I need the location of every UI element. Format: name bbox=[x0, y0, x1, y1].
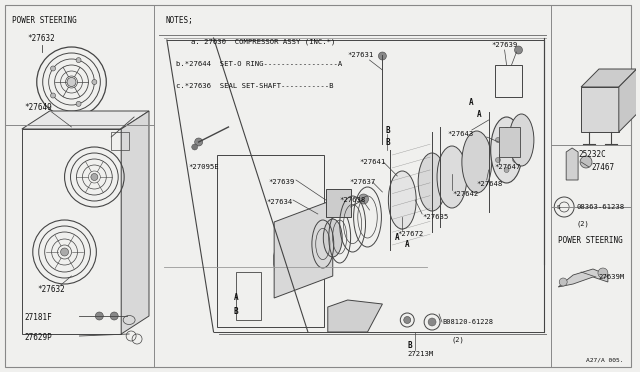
Bar bbox=[22, 129, 121, 334]
Polygon shape bbox=[22, 111, 149, 129]
Text: POWER STEERING: POWER STEERING bbox=[558, 235, 623, 244]
Ellipse shape bbox=[274, 241, 292, 279]
Text: 27639M: 27639M bbox=[598, 274, 624, 280]
Bar bbox=[495, 65, 522, 97]
Ellipse shape bbox=[491, 117, 522, 183]
Text: (2): (2) bbox=[452, 337, 465, 343]
Text: (2): (2) bbox=[576, 221, 589, 227]
Text: A: A bbox=[396, 232, 400, 241]
Text: B08120-61228: B08120-61228 bbox=[442, 319, 493, 325]
Text: c.*27636  SEAL SET-SHAFT-----------B: c.*27636 SEAL SET-SHAFT-----------B bbox=[176, 83, 333, 89]
Circle shape bbox=[358, 194, 369, 204]
Ellipse shape bbox=[418, 153, 446, 211]
Bar bbox=[581, 87, 619, 132]
Circle shape bbox=[513, 138, 518, 142]
Circle shape bbox=[504, 128, 509, 132]
Text: *27643: *27643 bbox=[447, 131, 473, 137]
Circle shape bbox=[95, 312, 103, 320]
Ellipse shape bbox=[388, 171, 416, 229]
Text: *27095E: *27095E bbox=[189, 164, 220, 170]
Circle shape bbox=[559, 278, 567, 286]
Ellipse shape bbox=[509, 114, 534, 166]
Circle shape bbox=[91, 173, 98, 180]
Text: *27632: *27632 bbox=[28, 33, 56, 42]
Text: *27635: *27635 bbox=[422, 214, 449, 220]
Circle shape bbox=[428, 318, 436, 326]
Ellipse shape bbox=[323, 219, 342, 257]
Text: A: A bbox=[234, 292, 238, 301]
Text: A: A bbox=[405, 240, 410, 248]
Text: B: B bbox=[385, 125, 390, 135]
Text: A: A bbox=[469, 97, 474, 106]
Bar bbox=[216, 155, 324, 327]
Circle shape bbox=[51, 66, 56, 71]
Text: NOTES;: NOTES; bbox=[166, 16, 194, 25]
Text: *27637: *27637 bbox=[349, 179, 376, 185]
Polygon shape bbox=[121, 111, 149, 334]
Bar bbox=[326, 189, 351, 217]
Text: *27634: *27634 bbox=[266, 199, 292, 205]
Circle shape bbox=[495, 157, 500, 163]
Text: A: A bbox=[477, 109, 481, 119]
Circle shape bbox=[495, 138, 500, 142]
Text: B: B bbox=[407, 340, 412, 350]
Circle shape bbox=[378, 52, 387, 60]
Text: 27467: 27467 bbox=[591, 163, 614, 171]
Circle shape bbox=[192, 144, 198, 150]
Text: *27649: *27649 bbox=[25, 103, 52, 112]
Polygon shape bbox=[328, 300, 383, 332]
Text: 25232C: 25232C bbox=[578, 150, 606, 158]
Polygon shape bbox=[581, 69, 637, 87]
Text: B: B bbox=[385, 138, 390, 147]
Circle shape bbox=[61, 248, 68, 256]
Text: *27639: *27639 bbox=[268, 179, 294, 185]
Text: *27672: *27672 bbox=[397, 231, 424, 237]
Polygon shape bbox=[566, 148, 578, 180]
Text: A27/A 005.: A27/A 005. bbox=[586, 357, 624, 362]
Text: *27642: *27642 bbox=[452, 191, 478, 197]
Text: 08363-61238: 08363-61238 bbox=[576, 204, 624, 210]
Circle shape bbox=[404, 317, 411, 324]
Circle shape bbox=[92, 80, 97, 84]
Ellipse shape bbox=[437, 146, 467, 208]
Text: *27648: *27648 bbox=[477, 181, 503, 187]
Circle shape bbox=[76, 58, 81, 62]
Polygon shape bbox=[274, 200, 333, 298]
Polygon shape bbox=[619, 69, 637, 132]
Text: *27632: *27632 bbox=[38, 285, 65, 295]
Text: S: S bbox=[556, 205, 560, 209]
Text: *27639: *27639 bbox=[492, 42, 518, 48]
Text: 27181F: 27181F bbox=[25, 312, 52, 321]
Circle shape bbox=[67, 77, 76, 87]
Circle shape bbox=[513, 157, 518, 163]
Text: *27631: *27631 bbox=[348, 52, 374, 58]
Circle shape bbox=[504, 167, 509, 173]
Circle shape bbox=[598, 268, 608, 278]
Text: *27638: *27638 bbox=[340, 197, 366, 203]
Ellipse shape bbox=[462, 131, 492, 193]
Text: B: B bbox=[234, 308, 238, 317]
Circle shape bbox=[110, 312, 118, 320]
Text: 27213M: 27213M bbox=[407, 351, 433, 357]
Text: b.*27644  SET-O RING-----------------A: b.*27644 SET-O RING-----------------A bbox=[176, 61, 342, 67]
Circle shape bbox=[580, 156, 592, 168]
Circle shape bbox=[195, 138, 203, 146]
Circle shape bbox=[515, 46, 522, 54]
Circle shape bbox=[51, 93, 56, 98]
Bar bbox=[236, 272, 261, 320]
Bar bbox=[499, 127, 520, 157]
Circle shape bbox=[76, 102, 81, 106]
Text: POWER STEERING: POWER STEERING bbox=[12, 16, 77, 25]
Text: *27641: *27641 bbox=[360, 159, 386, 165]
Text: 27629P: 27629P bbox=[25, 333, 52, 341]
Text: *27647: *27647 bbox=[495, 164, 521, 170]
Polygon shape bbox=[558, 269, 608, 287]
Text: a. 27630  COMPRESSOR ASSY (INC.*): a. 27630 COMPRESSOR ASSY (INC.*) bbox=[191, 39, 335, 45]
